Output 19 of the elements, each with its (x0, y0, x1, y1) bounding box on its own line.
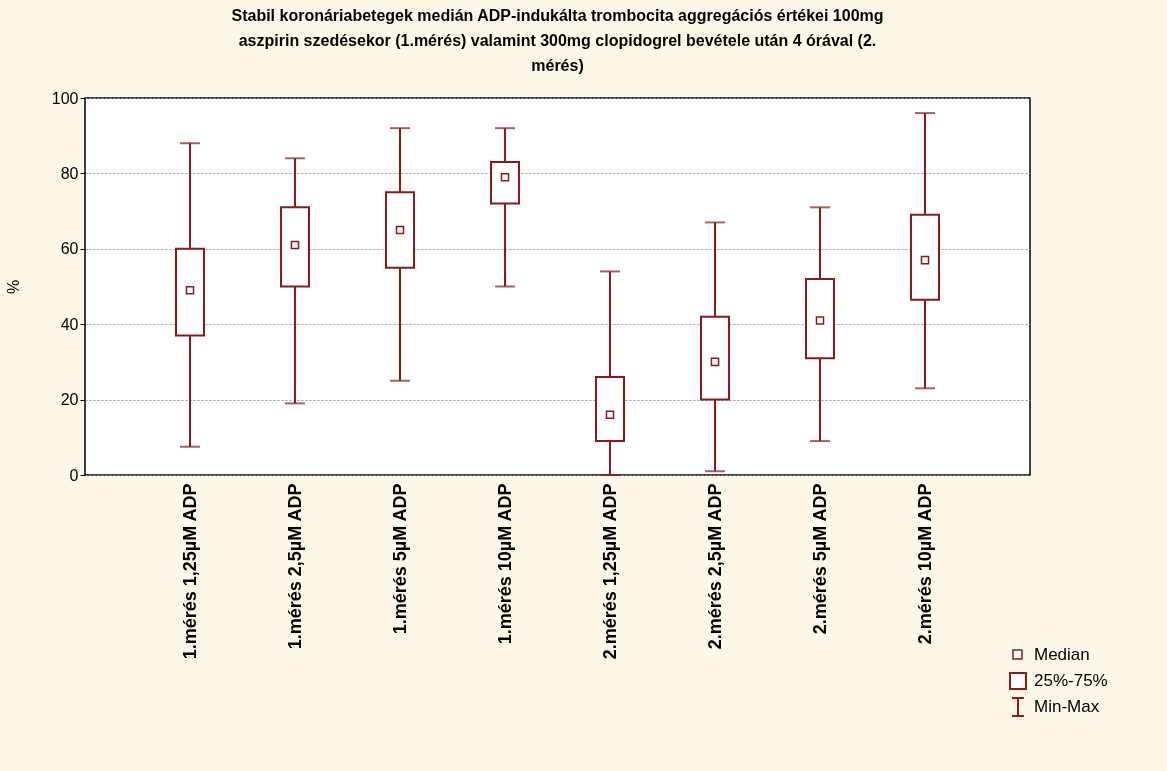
y-tick-label: 60 (60, 240, 79, 258)
x-tick-label: 2.mérés 10µM ADP (914, 483, 935, 645)
x-tick-label: 2.mérés 5µM ADP (809, 483, 830, 635)
y-tick-label: 40 (60, 315, 79, 333)
y-tick-label: 20 (60, 391, 79, 409)
y-tick-label: 80 (60, 164, 79, 182)
x-tick-label: 1.mérés 10µM ADP (494, 483, 515, 645)
x-tick-label: 2.mérés 2,5µM ADP (704, 483, 725, 650)
text: Median (1034, 645, 1090, 665)
y-axis-title: % (4, 279, 22, 295)
x-tick-label: 1.mérés 5µM ADP (389, 483, 410, 635)
y-tick-label: 0 (69, 466, 79, 484)
x-tick-label: 2.mérés 1,25µM ADP (599, 483, 620, 660)
y-tick-label: 100 (51, 89, 79, 107)
x-tick-label: 1.mérés 1,25µM ADP (179, 483, 200, 660)
x-tick-label: 1.mérés 2,5µM ADP (284, 483, 305, 650)
text: 25%-75% (1034, 671, 1108, 691)
text: Min-Max (1034, 697, 1100, 717)
chart-title: Stabil koronáriabetegek medián ADP-indukálta trombocita aggregációs értékei 100mg aszpirin szedésekor (1.mérés) valamint 300mg clopidogrel bevétele után 4 órával (2. mérés) (231, 7, 884, 74)
